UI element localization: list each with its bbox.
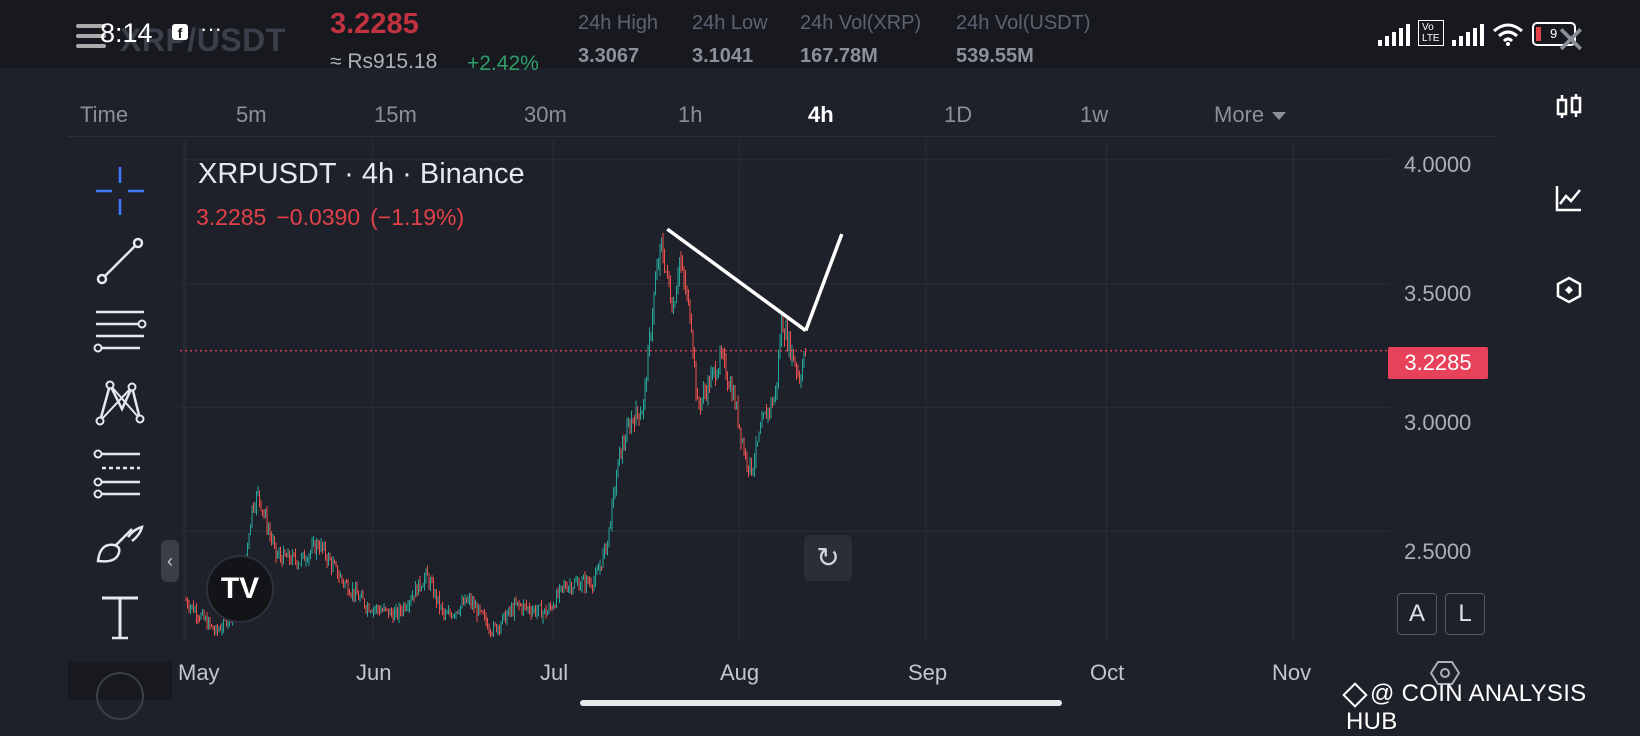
- legend-last: 3.2285: [196, 204, 267, 230]
- projection-icon[interactable]: [92, 446, 148, 502]
- tab-time[interactable]: Time: [80, 102, 129, 127]
- legend-change-pct: (−1.19%): [370, 204, 465, 230]
- tab-30m[interactable]: 30m: [524, 102, 567, 127]
- reset-chart-icon[interactable]: ↻: [804, 535, 852, 581]
- stat-24h-vol-xrp: 24h Vol(XRP) 167.78M: [800, 12, 921, 68]
- pair-title[interactable]: XRP/USDT: [120, 22, 286, 58]
- collapse-toolbar-button[interactable]: ‹: [161, 540, 179, 582]
- tab-4h[interactable]: 4h: [808, 102, 834, 127]
- y-tick-label: 4.0000: [1404, 152, 1472, 177]
- more-tools-icon[interactable]: [96, 672, 144, 720]
- tab-more[interactable]: More: [1214, 102, 1287, 128]
- trendline-icon[interactable]: [92, 233, 148, 289]
- status-more-dots: ···: [200, 16, 222, 41]
- volte-icon: Vo LTE: [1418, 20, 1444, 46]
- tab-1w[interactable]: 1w: [1080, 102, 1109, 127]
- stat-value: 3.3067: [578, 45, 640, 67]
- status-time: 8:14: [100, 18, 153, 48]
- timeframe-tabs: Time 5m 15m 30m 1h 4h 1D 1w More: [68, 92, 1496, 137]
- tab-more-label: More: [1214, 102, 1265, 127]
- tab-1h[interactable]: 1h: [678, 102, 703, 127]
- tab-5m[interactable]: 5m: [236, 102, 267, 127]
- chart-legend-values: 3.2285 −0.0390 (−1.19%): [196, 204, 474, 231]
- chevron-down-icon: [1272, 112, 1287, 121]
- x-tick-label: Sep: [908, 660, 948, 685]
- binance-logo-icon: [1342, 681, 1368, 708]
- tab-15m[interactable]: 15m: [374, 102, 417, 127]
- candles-icon[interactable]: [1555, 92, 1583, 120]
- menu-icon[interactable]: [76, 24, 106, 54]
- signal-icon: [1378, 24, 1410, 46]
- y-tick-label: 3.0000: [1404, 410, 1472, 435]
- settings-hex-icon[interactable]: [1430, 660, 1460, 686]
- top-bar: [0, 0, 1640, 68]
- y-tick-label: 2.5000: [1404, 539, 1472, 564]
- battery-level: 9: [1549, 26, 1558, 41]
- stat-label: 24h Vol(XRP): [800, 12, 922, 34]
- stat-label: 24h Low: [692, 12, 768, 34]
- brush-icon[interactable]: [92, 517, 148, 573]
- pattern-icon[interactable]: [92, 375, 148, 431]
- stat-label: 24h Vol(USDT): [956, 12, 1091, 34]
- watermark: @ COIN ANALYSIS HUB: [1342, 680, 1640, 736]
- trendline-drawing: [666, 227, 807, 333]
- log-scale-button[interactable]: L: [1445, 593, 1485, 635]
- legend-change: −0.0390: [276, 204, 361, 230]
- stat-value: 3.1041: [692, 45, 754, 67]
- local-price: ≈ Rs915.18: [330, 50, 438, 73]
- fib-levels-icon[interactable]: [92, 304, 148, 360]
- watermark-text: @ COIN ANALYSIS HUB: [1346, 680, 1587, 735]
- x-tick-label: Jul: [540, 660, 569, 685]
- home-indicator: [580, 700, 1062, 706]
- stat-value: 167.78M: [800, 45, 878, 67]
- tradingview-logo: TV: [206, 555, 274, 623]
- last-price-tag: 3.2285: [1388, 347, 1488, 379]
- stat-24h-high: 24h High 3.3067: [578, 12, 658, 68]
- wifi-icon: [1492, 23, 1523, 46]
- x-tick-label: Aug: [720, 660, 760, 685]
- stat-label: 24h High: [578, 12, 659, 34]
- x-tick-label: Jun: [356, 660, 392, 685]
- stat-24h-vol-usdt: 24h Vol(USDT) 539.55M: [956, 12, 1091, 68]
- crosshair-icon[interactable]: [92, 163, 148, 219]
- facebook-notification-icon: f: [172, 24, 188, 41]
- x-tick-label: Nov: [1272, 660, 1312, 685]
- status-icons: Vo LTE 9: [1378, 20, 1576, 46]
- indicators-icon[interactable]: [1555, 184, 1583, 212]
- price-chart[interactable]: [0, 0, 1640, 720]
- change-percent: +2.42%: [467, 52, 539, 75]
- stat-24h-low: 24h Low 3.1041: [692, 12, 768, 68]
- tab-1d[interactable]: 1D: [944, 102, 973, 127]
- text-icon[interactable]: [92, 590, 148, 646]
- x-tick-label: Oct: [1090, 660, 1125, 685]
- objects-icon[interactable]: [1555, 276, 1583, 304]
- chart-legend-title: XRPUSDT · 4h · Binance: [198, 158, 525, 190]
- auto-scale-button[interactable]: A: [1397, 593, 1437, 635]
- last-price: 3.2285: [330, 8, 419, 40]
- signal-icon: [1451, 24, 1484, 46]
- battery-icon: 9: [1531, 22, 1576, 46]
- projection-drawing: [804, 233, 844, 332]
- close-icon[interactable]: ✕: [1555, 20, 1587, 62]
- stat-value: 539.55M: [956, 45, 1034, 67]
- x-tick-label: May: [178, 660, 220, 685]
- y-tick-label: 3.5000: [1404, 281, 1472, 306]
